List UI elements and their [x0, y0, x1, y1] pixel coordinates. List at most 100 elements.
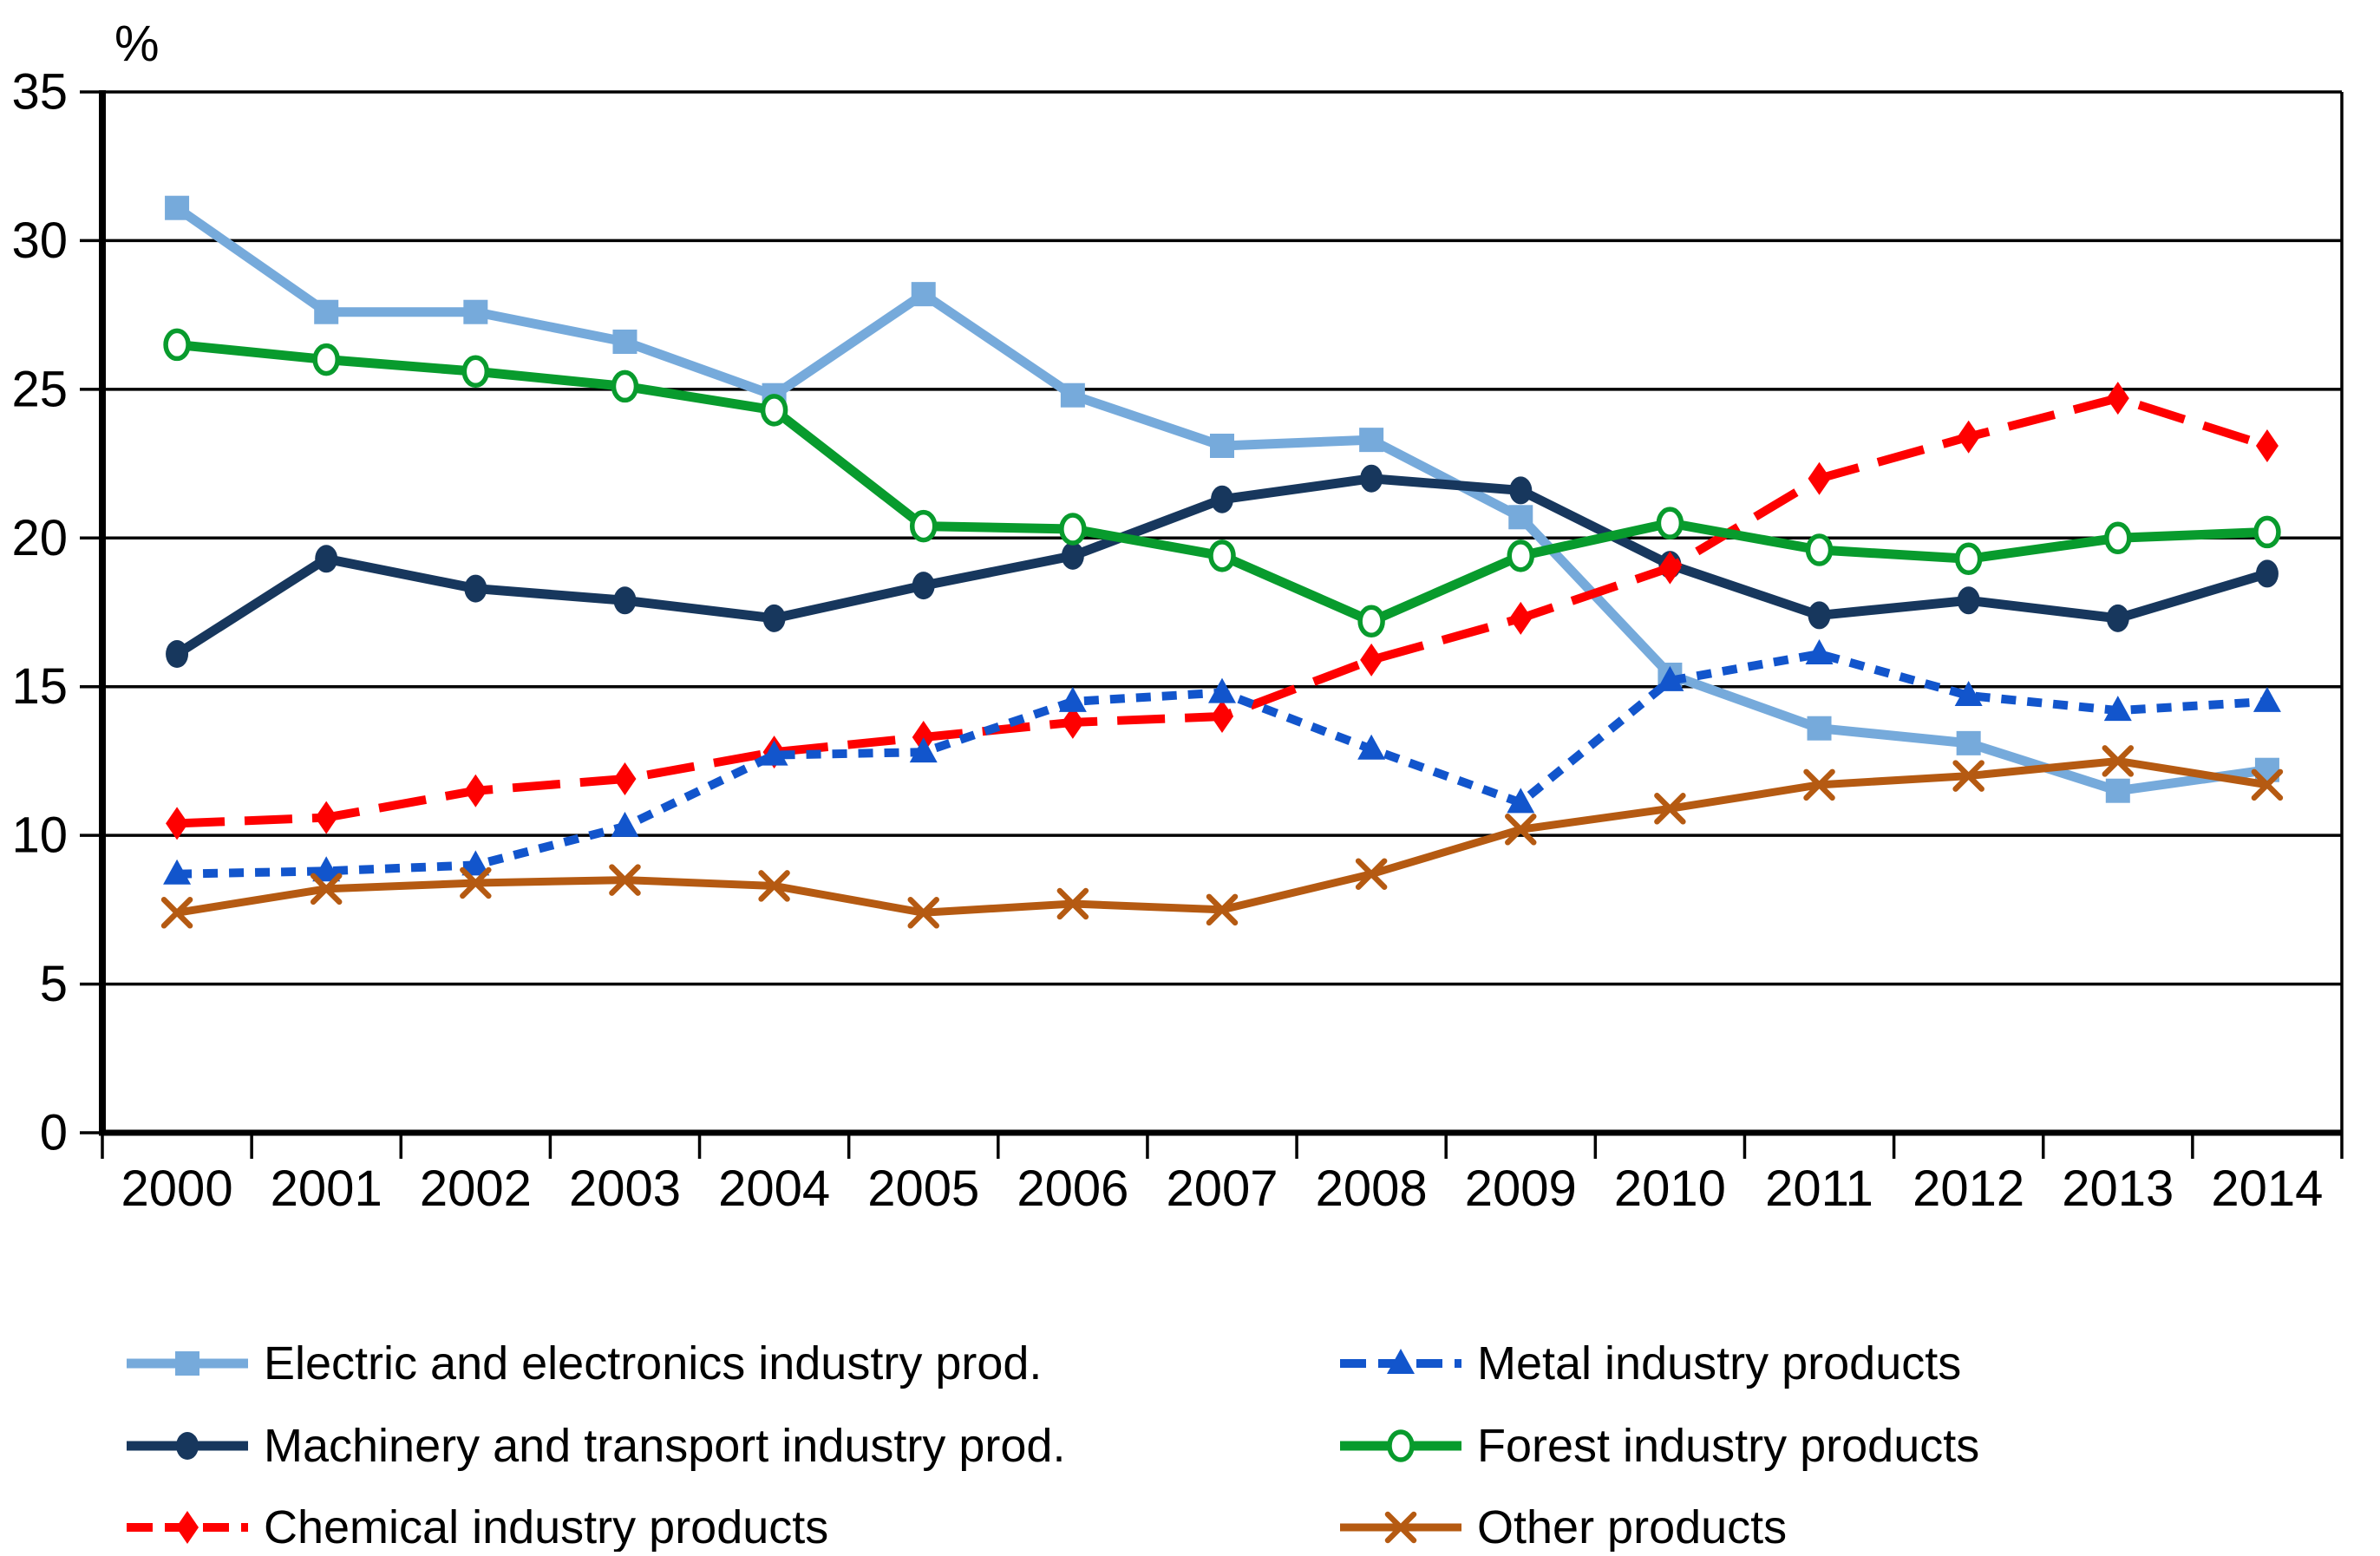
data-point-circle	[1360, 464, 1383, 493]
data-point-diamond	[2255, 429, 2279, 462]
x-tick-label: 2000	[121, 1160, 233, 1217]
data-point-x	[460, 866, 492, 899]
data-point-triangle	[163, 859, 192, 885]
data-point-diamond	[315, 801, 338, 834]
data-point-open-circle	[1507, 539, 1535, 572]
x-tick-label: 2005	[867, 1160, 979, 1217]
data-point-triangle	[2252, 686, 2281, 712]
y-tick-label: 10	[11, 807, 68, 864]
y-tick-label: 15	[11, 658, 68, 715]
data-point-circle	[1957, 586, 1980, 615]
data-point-square	[911, 282, 936, 307]
legend-item-machinery-transport: Machinery and transport industry prod.	[127, 1420, 1065, 1472]
x-tick-label: 2010	[1614, 1160, 1726, 1217]
data-point-diamond	[1211, 700, 1233, 733]
data-point-diamond	[176, 1511, 199, 1544]
legend-item-other: Other products	[1340, 1501, 1787, 1553]
data-point-x	[758, 870, 790, 902]
data-point-open-circle	[1954, 542, 1983, 576]
data-point-square	[1508, 505, 1533, 530]
data-point-open-circle	[909, 509, 938, 543]
data-point-x	[160, 897, 193, 929]
data-point-square	[463, 299, 488, 324]
data-point-square	[1807, 716, 1832, 741]
y-axis-unit-label: %	[114, 16, 160, 72]
series-chemical	[166, 382, 2279, 840]
data-point-x	[310, 873, 343, 905]
data-point-square	[1210, 434, 1234, 458]
data-point-diamond	[2106, 382, 2129, 415]
data-point-triangle	[312, 856, 341, 882]
data-point-circle	[1808, 601, 1831, 630]
x-tick-label: 2012	[1912, 1160, 2024, 1217]
y-tick-label: 20	[11, 510, 68, 566]
data-point-triangle	[1058, 686, 1087, 712]
data-point-open-circle	[1805, 533, 1834, 566]
data-point-open-circle	[2253, 515, 2281, 549]
x-tick-label: 2013	[2062, 1160, 2174, 1217]
data-point-open-circle	[1208, 539, 1236, 572]
y-tick-label: 30	[11, 212, 68, 269]
data-point-triangle	[461, 850, 490, 876]
series-other	[160, 745, 2284, 929]
data-point-open-circle	[1387, 1429, 1415, 1462]
data-point-open-circle	[312, 343, 340, 376]
data-point-square	[175, 1351, 199, 1376]
x-tick-label: 2007	[1166, 1160, 1278, 1217]
data-point-square	[314, 299, 339, 324]
y-tick-label: 25	[11, 361, 68, 417]
data-point-square	[1956, 730, 1981, 755]
data-point-square	[165, 195, 190, 220]
data-point-open-circle	[1357, 605, 1385, 638]
series-electric-electronics	[165, 195, 2279, 803]
legend-item-metal: Metal industry products	[1340, 1337, 1961, 1389]
data-point-square	[612, 330, 638, 354]
y-tick-label: 5	[40, 956, 68, 1012]
legend-label: Chemical industry products	[264, 1501, 828, 1552]
data-point-diamond	[1957, 420, 1980, 454]
data-point-x	[1952, 760, 1984, 792]
data-point-circle	[613, 586, 637, 615]
data-point-x	[1355, 858, 1388, 890]
data-point-diamond	[912, 721, 935, 754]
data-point-triangle	[1656, 665, 1684, 691]
data-point-triangle	[1954, 681, 1983, 706]
x-tick-label: 2002	[420, 1160, 532, 1217]
data-point-x	[609, 864, 641, 896]
series-machinery-transport	[166, 464, 2279, 668]
data-point-diamond	[464, 774, 487, 807]
x-tick-label: 2014	[2211, 1160, 2323, 1217]
x-tick-label: 2003	[569, 1160, 681, 1217]
data-point-x	[1056, 887, 1089, 920]
data-point-triangle	[760, 740, 788, 766]
data-point-diamond	[1658, 551, 1682, 585]
x-tick-label: 2008	[1316, 1160, 1428, 1217]
data-point-circle	[2106, 604, 2129, 632]
data-point-open-circle	[1059, 513, 1087, 546]
legend-item-electric-electronics: Electric and electronics industry prod.	[127, 1337, 1042, 1389]
legend-label: Forest industry products	[1477, 1420, 1979, 1472]
series-line-chemical	[176, 394, 2269, 828]
y-tick-label: 35	[11, 64, 68, 121]
data-point-diamond	[1808, 461, 1831, 495]
data-point-x	[1654, 793, 1686, 825]
data-point-circle	[166, 640, 189, 668]
data-point-x	[1803, 768, 1835, 801]
legend-label: Other products	[1477, 1501, 1787, 1552]
data-point-triangle	[909, 737, 938, 763]
y-tick-label: 0	[40, 1105, 68, 1161]
x-tick-label: 2009	[1465, 1160, 1577, 1217]
data-point-triangle	[1208, 677, 1236, 703]
data-point-triangle	[1357, 734, 1386, 760]
data-point-open-circle	[163, 328, 191, 362]
data-point-circle	[1509, 476, 1533, 505]
series-metal	[163, 639, 2281, 885]
data-point-diamond	[1061, 705, 1084, 739]
data-point-x	[1206, 893, 1239, 926]
data-point-triangle	[1507, 788, 1535, 814]
series-line-forest	[176, 339, 2268, 626]
data-point-square	[2105, 778, 2130, 803]
data-series	[160, 195, 2284, 929]
data-point-square	[1060, 382, 1085, 408]
